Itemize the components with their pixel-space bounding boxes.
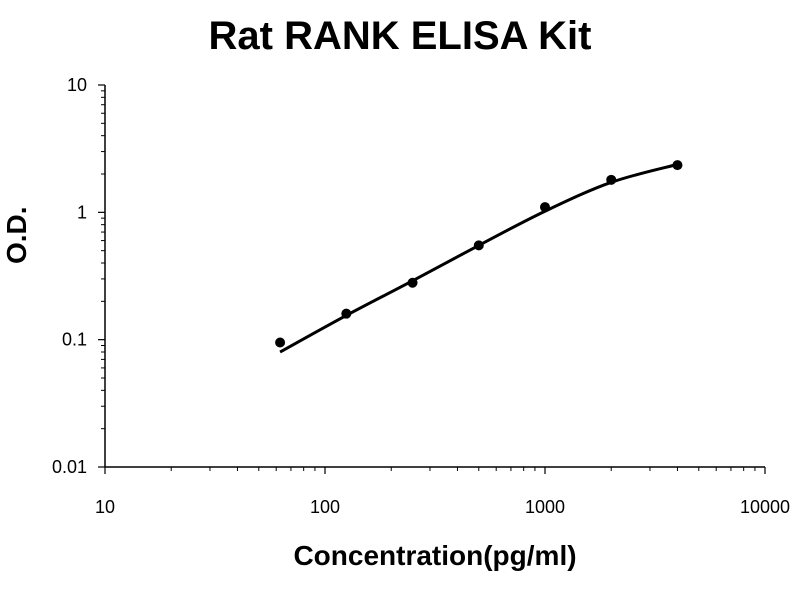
data-point	[407, 277, 418, 288]
data-point	[672, 160, 683, 171]
fit-curve-line	[279, 162, 678, 354]
data-point	[606, 174, 617, 185]
data-point	[275, 337, 286, 348]
x-tick-label: 10000	[740, 497, 790, 517]
y-tick-label: 1	[77, 202, 87, 222]
data-point	[341, 308, 352, 319]
data-point	[540, 202, 550, 213]
y-tick-label: 0.1	[62, 330, 87, 350]
x-tick-label: 10	[95, 497, 115, 517]
x-tick-label: 1000	[525, 497, 565, 517]
chart-title: Rat RANK ELISA Kit	[208, 14, 592, 58]
x-axis-label: Concentration(pg/ml)	[293, 540, 577, 571]
data-point	[473, 240, 484, 251]
y-tick-label: 0.01	[52, 457, 87, 477]
x-tick-label: 100	[310, 497, 340, 517]
y-tick-label: 10	[67, 75, 87, 95]
